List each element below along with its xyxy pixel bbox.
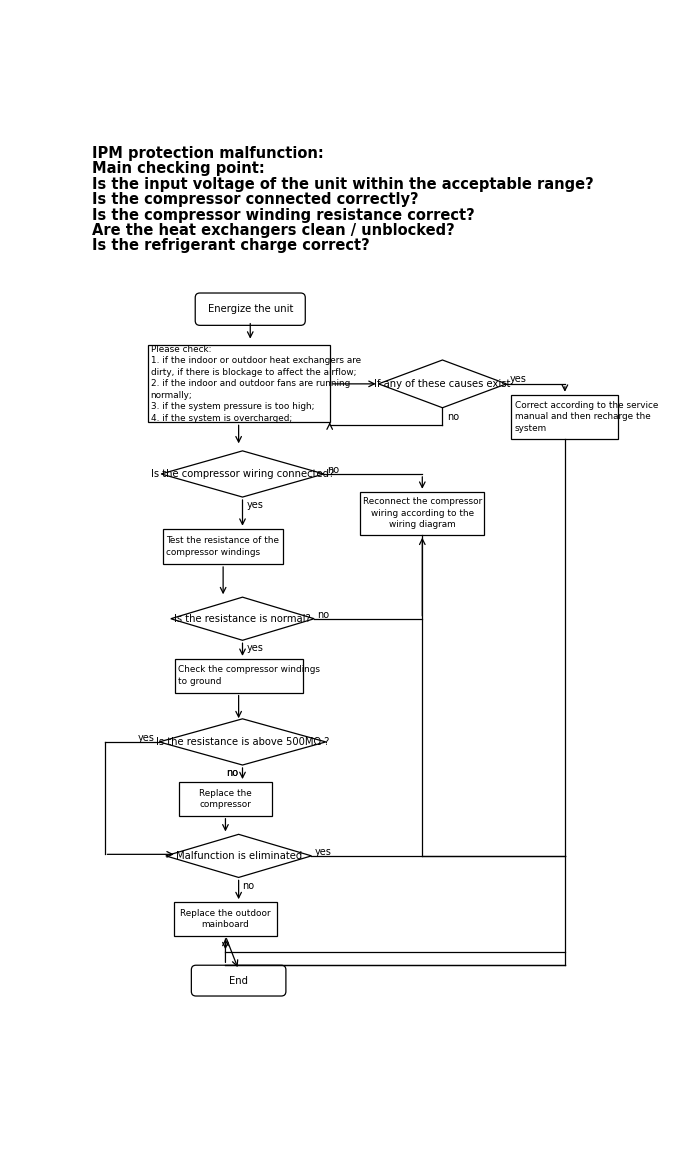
- Polygon shape: [161, 450, 324, 497]
- Text: Is the refrigerant charge correct?: Is the refrigerant charge correct?: [92, 238, 370, 253]
- Text: Correct according to the service
manual and then recharge the
system: Correct according to the service manual …: [514, 401, 658, 433]
- FancyBboxPatch shape: [148, 346, 330, 423]
- Text: Replace the
compressor: Replace the compressor: [199, 789, 252, 809]
- Text: no: no: [227, 768, 239, 778]
- Polygon shape: [171, 597, 314, 641]
- Text: Is the compressor winding resistance correct?: Is the compressor winding resistance cor…: [92, 207, 475, 222]
- Text: Malfunction is eliminated: Malfunction is eliminated: [176, 851, 302, 861]
- Text: If any of these causes exist: If any of these causes exist: [374, 379, 510, 389]
- Text: no: no: [327, 465, 339, 475]
- Text: Please check:
1. if the indoor or outdoor heat exchangers are
dirty, if there is: Please check: 1. if the indoor or outdoo…: [150, 344, 360, 423]
- Text: Reconnect the compressor
wiring according to the
wiring diagram: Reconnect the compressor wiring accordin…: [363, 498, 482, 529]
- Text: yes: yes: [314, 847, 332, 857]
- Text: Energize the unit: Energize the unit: [208, 304, 293, 314]
- Text: no: no: [447, 411, 459, 422]
- Text: no: no: [227, 768, 239, 778]
- FancyBboxPatch shape: [163, 529, 284, 564]
- Text: Is the compressor wiring connected?: Is the compressor wiring connected?: [151, 469, 334, 479]
- Text: Is the resistance is above 500MΩ ?: Is the resistance is above 500MΩ ?: [156, 737, 329, 746]
- Polygon shape: [159, 719, 326, 765]
- Polygon shape: [166, 834, 312, 878]
- Text: yes: yes: [246, 500, 263, 510]
- Text: yes: yes: [137, 733, 155, 743]
- Text: Check the compressor windings
to ground: Check the compressor windings to ground: [178, 666, 320, 685]
- FancyBboxPatch shape: [360, 492, 484, 535]
- Text: IPM protection malfunction:: IPM protection malfunction:: [92, 146, 324, 161]
- Text: Main checking point:: Main checking point:: [92, 161, 265, 176]
- Text: no: no: [317, 609, 330, 620]
- Text: yes: yes: [510, 374, 526, 385]
- Text: yes: yes: [246, 643, 263, 653]
- FancyBboxPatch shape: [191, 965, 286, 996]
- FancyBboxPatch shape: [175, 659, 302, 692]
- Text: End: End: [229, 976, 248, 986]
- Text: Is the compressor connected correctly?: Is the compressor connected correctly?: [92, 192, 419, 207]
- FancyBboxPatch shape: [174, 902, 276, 935]
- FancyBboxPatch shape: [195, 293, 305, 325]
- FancyBboxPatch shape: [179, 782, 272, 816]
- Polygon shape: [379, 359, 506, 408]
- Text: Is the resistance is normal?: Is the resistance is normal?: [174, 614, 311, 623]
- Text: no: no: [242, 880, 255, 890]
- FancyBboxPatch shape: [512, 395, 618, 439]
- Text: Replace the outdoor
mainboard: Replace the outdoor mainboard: [180, 909, 271, 930]
- Text: Are the heat exchangers clean / unblocked?: Are the heat exchangers clean / unblocke…: [92, 223, 455, 238]
- Text: Test the resistance of the
compressor windings: Test the resistance of the compressor wi…: [166, 536, 279, 556]
- Text: Is the input voltage of the unit within the acceptable range?: Is the input voltage of the unit within …: [92, 176, 594, 191]
